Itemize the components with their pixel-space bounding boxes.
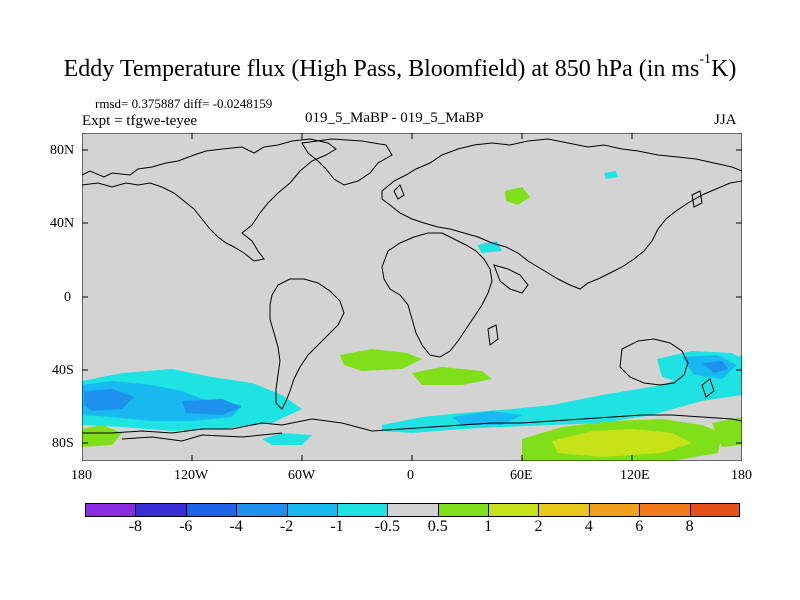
colorbar-label: -8 <box>128 518 143 535</box>
colorbar-swatch <box>236 503 288 517</box>
blue-core-southwest-2 <box>182 399 242 415</box>
lon-tick-60e: 60E <box>510 468 533 483</box>
colorbar-swatch <box>437 503 490 517</box>
colorbar-swatch <box>538 503 590 517</box>
blue-core-southwest <box>84 389 134 411</box>
north-america-outline <box>82 138 337 262</box>
colorbar-label: -1 <box>330 518 344 535</box>
lon-tick-180w: 180 <box>71 468 92 483</box>
lon-tick-60w: 60W <box>288 468 316 483</box>
colorbar-swatch <box>135 503 187 517</box>
australia-outline <box>619 338 689 386</box>
title-unit-tail: K) <box>711 56 737 82</box>
lat-tick-40n: 40N <box>50 216 75 231</box>
colorbar-label: -4 <box>229 518 243 535</box>
tick-marks <box>82 133 742 461</box>
colorbar-label: 1 <box>484 518 493 535</box>
uk-outline <box>393 184 405 200</box>
colorbar-label: 8 <box>685 518 694 535</box>
lat-tick-80s: 80S <box>52 436 74 451</box>
colorbar-label: 6 <box>635 518 644 535</box>
colorbar-swatch <box>639 503 691 517</box>
colorbar-label: 0.5 <box>427 518 448 535</box>
continent-outlines <box>82 138 742 442</box>
colorbar-label: -0.5 <box>374 518 400 535</box>
new-zealand-outline <box>701 378 715 398</box>
expt-label: Expt = tfgwe-teyee <box>82 113 198 129</box>
green-patch-south-indian <box>412 367 492 385</box>
eurasia-outline <box>381 138 742 290</box>
colorbar-label: -6 <box>179 518 193 535</box>
anomaly-patches <box>82 171 742 461</box>
south-america-outline <box>269 278 345 410</box>
colorbar-label: 4 <box>584 518 593 535</box>
colorbar-swatch <box>488 503 540 517</box>
cyan-patch-antarctic-west <box>262 433 312 445</box>
green-patch-southeast-edge <box>712 417 742 447</box>
cyan-band-south-central <box>382 355 742 433</box>
green-patch-central-asia <box>505 187 530 205</box>
colorbar <box>85 503 740 517</box>
lon-tick-180e: 180 <box>731 468 752 483</box>
colorbar-swatch <box>336 503 389 517</box>
japan-outline <box>691 190 703 208</box>
colorbar-swatch <box>286 503 338 517</box>
lon-tick-120e: 120E <box>620 468 650 483</box>
season-label: JJA <box>714 112 737 128</box>
yellow-patch-antarctic-east <box>552 429 692 457</box>
arabia-india-outline <box>493 264 529 294</box>
title-text: Eddy Temperature flux (High Pass, Bloomf… <box>63 56 700 82</box>
green-patch-south-atlantic <box>340 349 422 371</box>
map-panel <box>82 133 742 461</box>
africa-outline <box>381 232 493 358</box>
sea-ice-edge-line <box>121 432 283 442</box>
lat-tick-eq: 0 <box>64 290 71 305</box>
colorbar-swatch <box>588 503 641 517</box>
colorbar-label: -2 <box>279 518 294 535</box>
darkblue-core-southeast <box>702 361 728 373</box>
madagascar-outline <box>487 324 499 346</box>
colorbar-label: 2 <box>534 518 543 535</box>
colorbar-swatch <box>85 503 137 517</box>
chart-title: Eddy Temperature flux (High Pass, Bloomf… <box>0 52 800 83</box>
lat-tick-80n: 80N <box>50 143 75 158</box>
cyan-patch-arctic-east <box>604 171 618 179</box>
colorbar-swatch <box>185 503 238 517</box>
lightblue-patch-south-central <box>452 411 522 425</box>
lon-tick-120w: 120W <box>174 468 209 483</box>
green-patch-ross-sea <box>82 425 122 447</box>
lon-tick-0: 0 <box>407 468 414 483</box>
comparison-label: 019_5_MaBP - 019_5_MaBP <box>305 110 484 126</box>
title-superscript: -1 <box>699 52 712 67</box>
lat-tick-40s: 40S <box>52 363 74 378</box>
colorbar-swatch <box>387 503 439 517</box>
colorbar-swatch <box>689 503 740 517</box>
antarctica-outline <box>82 414 742 434</box>
rmsd-diff-label: rmsd= 0.375887 diff= -0.0248159 <box>95 96 273 111</box>
greenland-outline <box>301 138 393 186</box>
